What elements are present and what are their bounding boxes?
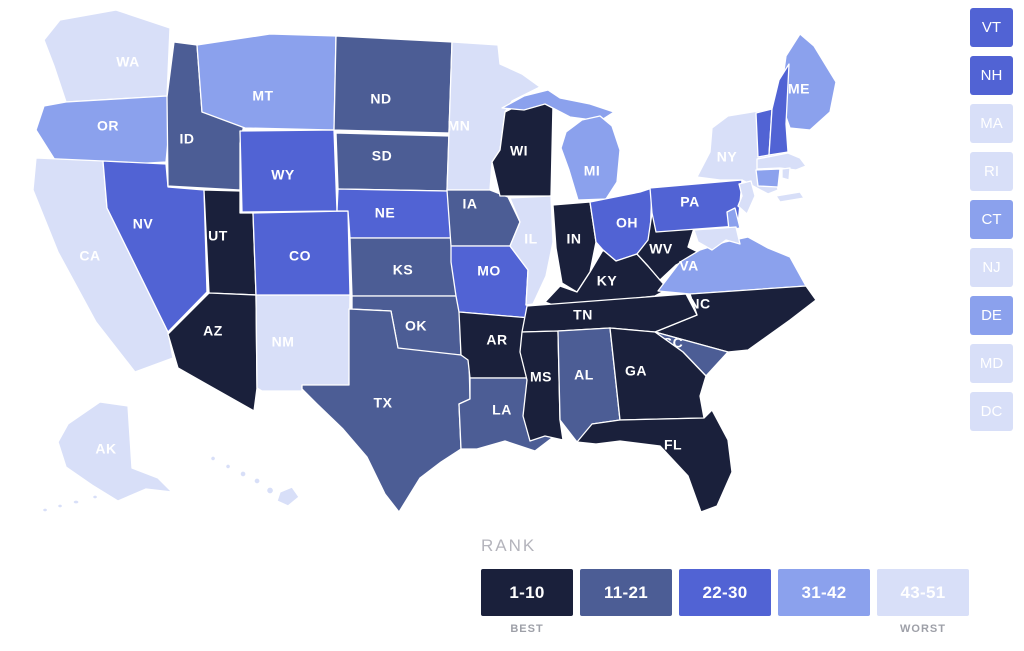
legend: RANK 1-10 11-21 22-30 31-42 43-51 BEST WORST — [481, 536, 969, 635]
small-state-box-NJ[interactable]: NJ — [970, 248, 1013, 287]
state-PA[interactable] — [649, 179, 743, 233]
state-CT[interactable] — [755, 168, 781, 188]
legend-swatch-label: 22-30 — [702, 582, 748, 602]
state-HI[interactable] — [265, 486, 275, 495]
small-state-box-label: NH — [980, 67, 1003, 84]
legend-ends-row: BEST WORST — [481, 623, 969, 635]
state-NH[interactable] — [768, 63, 790, 156]
small-state-box-RI[interactable]: RI — [970, 152, 1013, 191]
state-IL[interactable] — [509, 195, 554, 306]
state-KS[interactable] — [349, 237, 460, 297]
legend-swatch-43-51: 43-51 — [877, 569, 969, 616]
state-NE[interactable] — [336, 188, 457, 239]
state-MD[interactable] — [693, 226, 741, 251]
small-state-box-label: NJ — [982, 259, 1001, 276]
legend-swatch-31-42: 31-42 — [778, 569, 870, 616]
state-AK[interactable] — [56, 503, 64, 509]
state-HI[interactable] — [253, 477, 261, 485]
state-MI[interactable] — [560, 115, 621, 201]
state-AK[interactable] — [57, 401, 173, 502]
state-NV[interactable] — [102, 160, 208, 333]
state-FL[interactable] — [576, 409, 733, 513]
state-AK[interactable] — [91, 494, 99, 500]
small-states-panel: VT NH MA RI CT NJ DE MD DC — [970, 8, 1013, 431]
state-WY[interactable] — [239, 129, 338, 213]
small-state-box-MD[interactable]: MD — [970, 344, 1013, 383]
legend-swatch-row: 1-10 11-21 22-30 31-42 43-51 — [481, 569, 969, 616]
small-state-box-label: DE — [981, 307, 1002, 324]
legend-swatch-1-10: 1-10 — [481, 569, 573, 616]
legend-best-label: BEST — [510, 623, 544, 635]
legend-swatch-22-30: 22-30 — [679, 569, 771, 616]
state-SD[interactable] — [335, 132, 450, 192]
state-MS[interactable] — [519, 330, 564, 442]
state-ME[interactable] — [779, 33, 837, 131]
legend-title: RANK — [481, 536, 537, 555]
legend-swatch-11-21: 11-21 — [580, 569, 672, 616]
state-RI[interactable] — [781, 167, 791, 181]
small-state-box-VT[interactable]: VT — [970, 8, 1013, 47]
state-NJ[interactable] — [737, 180, 756, 215]
state-MI[interactable] — [501, 89, 615, 122]
small-state-box-DC[interactable]: DC — [970, 392, 1013, 431]
state-MA[interactable] — [756, 152, 807, 171]
small-state-box-label: MD — [979, 355, 1004, 372]
small-state-box-label: MA — [980, 115, 1003, 132]
legend-swatch-label: 1-10 — [509, 582, 545, 602]
state-WA[interactable] — [43, 9, 171, 103]
small-state-box-MA[interactable]: MA — [970, 104, 1013, 143]
legend-worst-label: WORST — [900, 623, 946, 635]
legend-swatch-label: 11-21 — [603, 582, 649, 602]
legend-swatch-label: 43-51 — [900, 582, 946, 602]
state-DE[interactable] — [726, 207, 741, 231]
state-NM[interactable] — [255, 294, 351, 392]
state-AK[interactable] — [41, 507, 49, 513]
small-state-box-label: RI — [984, 163, 999, 180]
state-IA[interactable] — [446, 189, 521, 247]
state-HI[interactable] — [209, 455, 217, 462]
small-state-box-label: VT — [981, 19, 1002, 36]
small-state-box-DE[interactable]: DE — [970, 296, 1013, 335]
state-ND[interactable] — [333, 35, 453, 134]
state-AK[interactable] — [72, 499, 80, 505]
legend-swatch-label: 31-42 — [801, 582, 847, 602]
small-state-box-label: CT — [981, 211, 1002, 228]
state-CO[interactable] — [252, 210, 351, 296]
state-NY[interactable] — [775, 191, 805, 203]
small-state-box-NH[interactable]: NH — [970, 56, 1013, 95]
small-state-box-CT[interactable]: CT — [970, 200, 1013, 239]
state-HI[interactable] — [276, 486, 300, 507]
state-OR[interactable] — [35, 95, 173, 169]
state-MT[interactable] — [196, 33, 337, 131]
state-HI[interactable] — [224, 463, 232, 470]
state-HI[interactable] — [239, 470, 247, 478]
small-state-box-label: DC — [980, 403, 1003, 420]
